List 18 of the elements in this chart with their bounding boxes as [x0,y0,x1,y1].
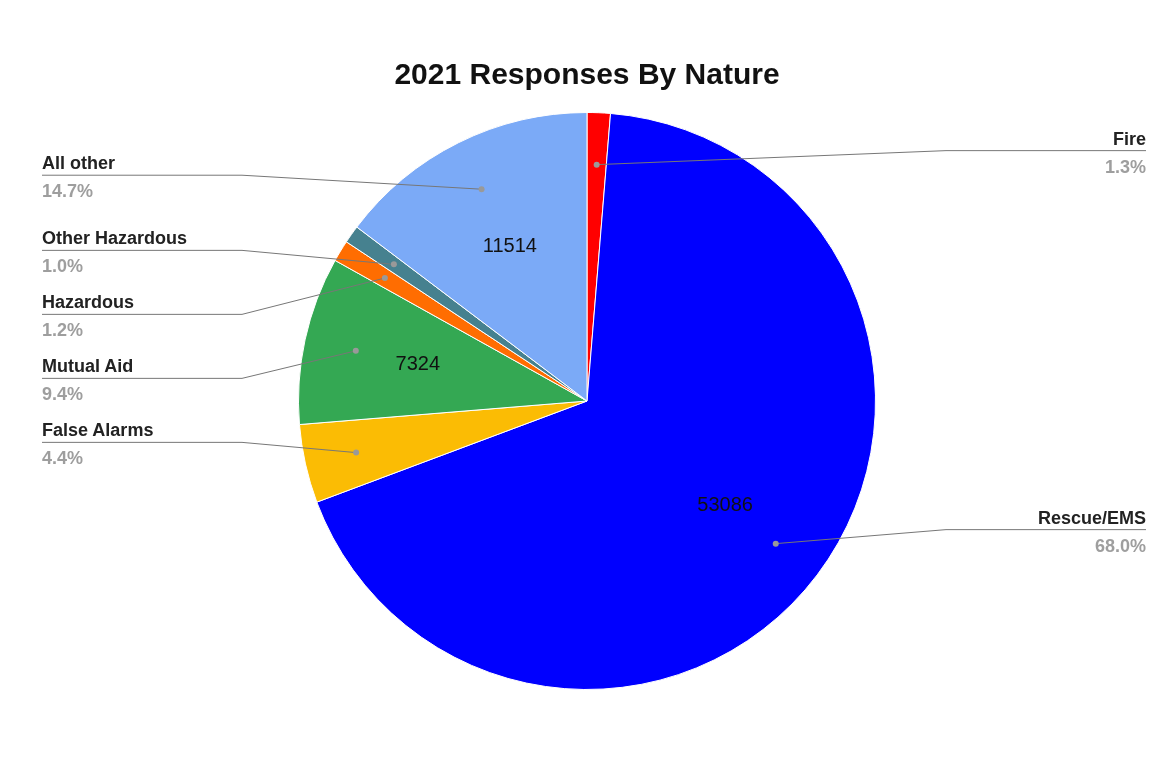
data-label: 9.4% [42,384,84,405]
data-label: 1.0% [42,256,84,277]
slice-label: Rescue/EMS [1037,507,1146,528]
slice-label: False Alarms [42,420,154,441]
slice-label: Hazardous [42,292,135,313]
slice-label: Other Hazardous [42,228,188,249]
data-label: 68.0% [1094,535,1146,556]
text: 7324 [395,351,441,374]
slice-label: Mutual Aid [42,356,134,377]
slice-label: Fire [1112,128,1146,149]
data-label: 1.2% [42,320,84,341]
chart-title: 2021 Responses By Nature [394,57,780,91]
slice-label: All other [42,153,116,174]
data-label: 1.3% [1104,156,1146,177]
text: 11514 [482,233,537,256]
data-label: 14.7% [42,181,94,202]
data-label: 4.4% [42,448,84,469]
text: 53086 [697,492,753,515]
